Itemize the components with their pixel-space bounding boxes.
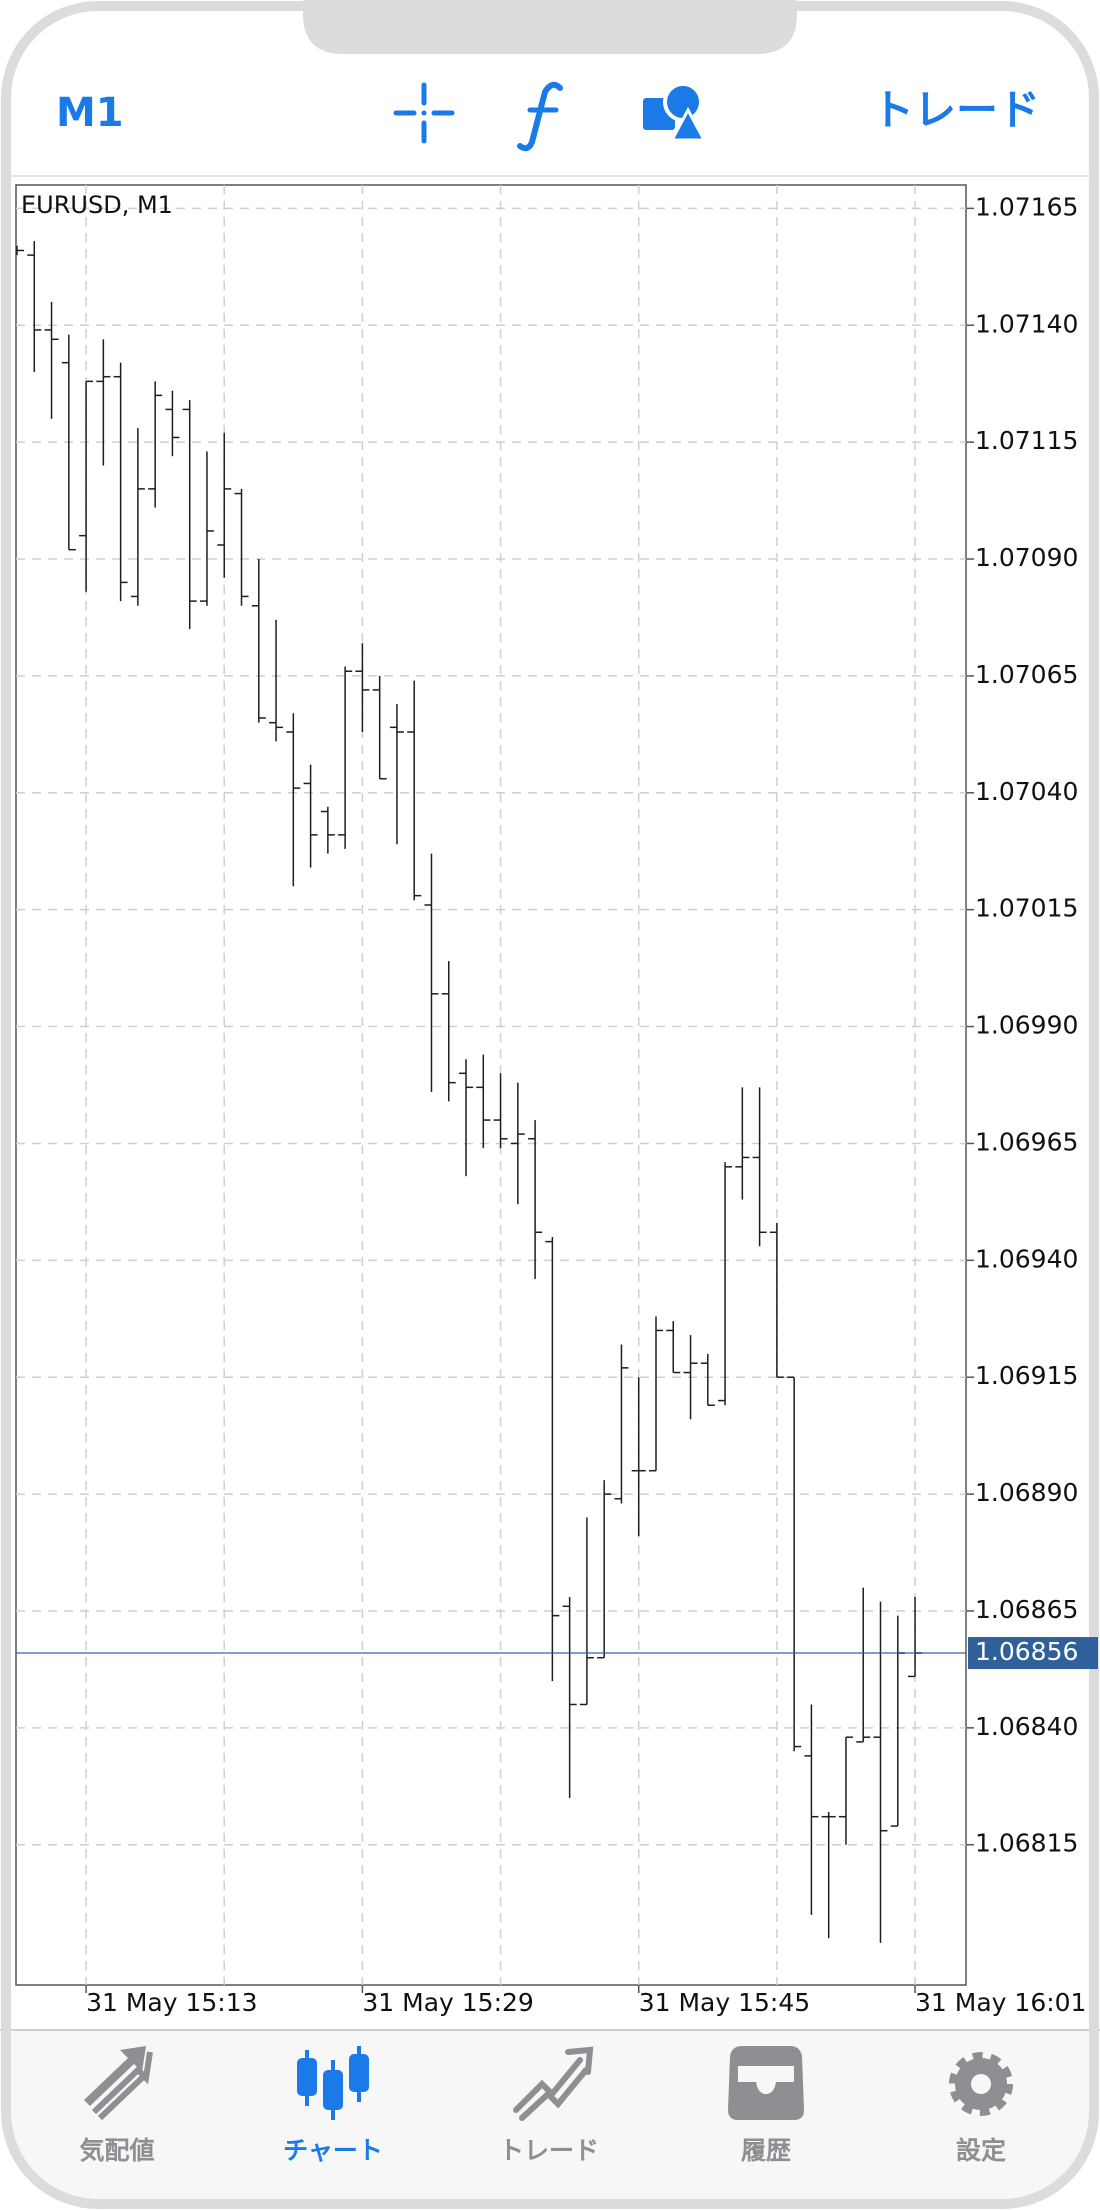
x-tick-label: 31 May 16:01 — [915, 1988, 1086, 2017]
tab-bar — [6, 2030, 1094, 2204]
indicators-button[interactable] — [517, 81, 563, 152]
y-tick-label: 1.07140 — [975, 309, 1078, 338]
y-tick-label: 1.07040 — [975, 777, 1078, 806]
crosshair-button[interactable] — [393, 82, 455, 144]
y-tick-label: 1.07065 — [975, 660, 1078, 689]
y-tick-label: 1.06940 — [975, 1244, 1078, 1273]
y-tick-label: 1.06990 — [975, 1011, 1078, 1040]
last-price-label: 1.06856 — [975, 1637, 1078, 1666]
last-price-box — [968, 1637, 1098, 1670]
quotes-tab-icon[interactable] — [84, 2046, 153, 2121]
price-bars — [16, 241, 966, 1943]
tab-label[interactable]: チャート — [283, 2136, 383, 2165]
x-tick-label: 31 May 15:45 — [639, 1988, 810, 2017]
objects-button[interactable] — [643, 82, 707, 142]
grid — [16, 185, 966, 1985]
y-tick-label: 1.07115 — [975, 426, 1078, 455]
chart-tab-icon[interactable] — [297, 2046, 369, 2120]
tab-label[interactable]: 気配値 — [79, 2136, 154, 2165]
y-tick-label: 1.07015 — [975, 894, 1078, 923]
y-tick-label: 1.06865 — [975, 1595, 1078, 1624]
y-tick-label: 1.06815 — [975, 1829, 1078, 1858]
y-tick-label: 1.06965 — [975, 1127, 1078, 1156]
x-tick-label: 31 May 15:29 — [362, 1988, 533, 2017]
tab-label[interactable]: 設定 — [956, 2136, 1006, 2165]
y-tick-label: 1.06840 — [975, 1712, 1078, 1741]
y-tick-label: 1.06890 — [975, 1478, 1078, 1507]
plot-area — [15, 184, 967, 1986]
chart-title: EURUSD, M1 — [21, 191, 173, 219]
settings-tab-icon[interactable] — [949, 2052, 1013, 2116]
x-tick-label: 31 May 15:13 — [86, 1988, 257, 2017]
history-tab-icon[interactable] — [728, 2046, 804, 2120]
axes: 1.07165 1.07140 1.07115 1.07090 1.07065 1.070… — [85, 192, 1098, 2017]
y-tick-label: 1.06915 — [975, 1361, 1078, 1390]
trade-button[interactable]: トレード — [872, 86, 1040, 135]
y-tick-label: 1.07165 — [975, 192, 1078, 221]
tab-label[interactable]: 履歴 — [741, 2136, 791, 2165]
tab-label[interactable]: トレード — [499, 2136, 599, 2165]
notch — [303, 0, 797, 54]
y-tick-label: 1.07090 — [975, 543, 1078, 572]
timeframe-button[interactable]: M1 — [56, 90, 124, 136]
trade-tab-icon[interactable] — [513, 2046, 594, 2121]
